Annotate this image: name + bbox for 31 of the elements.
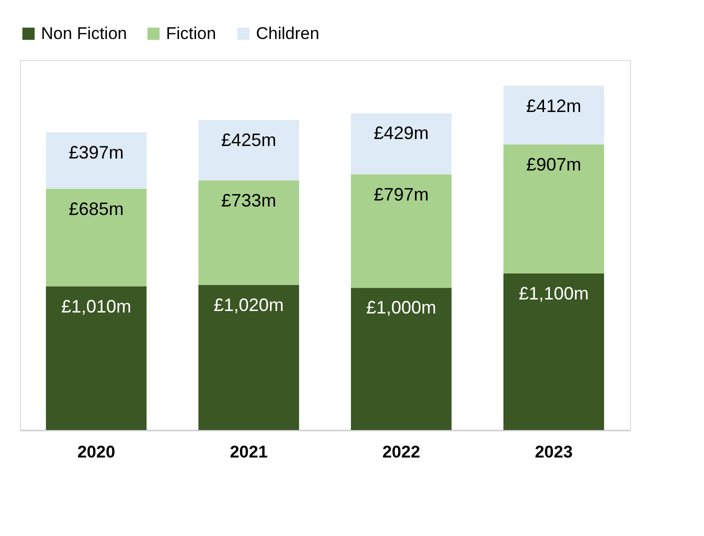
bar <box>198 284 300 430</box>
legend-label: Fiction <box>166 24 216 43</box>
bar <box>350 288 452 430</box>
x-tick-label: 2021 <box>230 442 268 462</box>
data-label: £429m <box>374 123 429 144</box>
bar <box>503 273 604 430</box>
data-label: £733m <box>221 190 276 211</box>
x-tick-label: 2023 <box>534 442 573 462</box>
bar <box>46 188 147 286</box>
bar <box>46 286 147 430</box>
data-label: £1,010m <box>61 296 132 316</box>
data-label: £797m <box>374 184 429 204</box>
data-label: £1,000m <box>366 298 436 318</box>
data-label: £1,020m <box>214 294 284 315</box>
x-tick-label: 2020 <box>77 442 116 462</box>
bar <box>350 174 452 288</box>
data-label: £685m <box>68 198 124 219</box>
bar <box>46 132 147 189</box>
data-label: £907m <box>526 154 582 174</box>
data-label: £425m <box>221 130 276 150</box>
legend-label: Non Fiction <box>41 24 127 43</box>
bar <box>198 180 300 285</box>
data-label: £412m <box>526 96 582 116</box>
bar <box>350 113 452 174</box>
x-tick-label: 2022 <box>382 442 420 462</box>
data-label: £1,100m <box>518 283 589 304</box>
legend-label: Children <box>256 24 320 43</box>
bar <box>198 120 300 181</box>
data-label: £397m <box>68 142 124 162</box>
bar <box>503 86 604 144</box>
bar <box>503 144 604 274</box>
